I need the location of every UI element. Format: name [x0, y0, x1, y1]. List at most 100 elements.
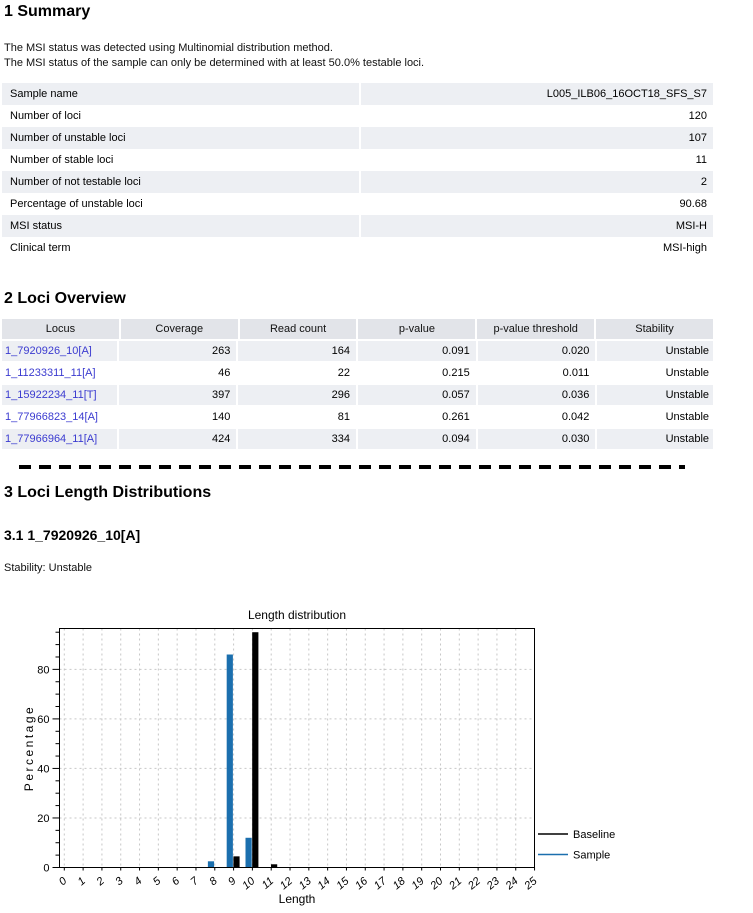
locus-link[interactable]: 1_77966823_14[A] [5, 411, 98, 423]
summary-row: Percentage of unstable loci 90.68 [2, 193, 713, 215]
page-break-separator [19, 465, 685, 469]
table-row: 1_77966964_11[A] 424 334 0.094 0.030 Uns… [2, 429, 714, 451]
table-header-row: Locus Coverage Read count p-value p-valu… [2, 319, 713, 341]
x-tick-label: 9 [226, 875, 238, 888]
x-tick-label: 14 [315, 875, 332, 892]
summary-row-value: 2 [361, 171, 713, 193]
p-value-cell: 0.091 [358, 341, 476, 361]
loci-overview-table: Locus Coverage Read count p-value p-valu… [2, 319, 714, 451]
table-row: 1_15922234_11[T] 397 296 0.057 0.036 Uns… [2, 385, 714, 407]
stability-cell: Unstable [665, 367, 710, 379]
summary-row-value: 11 [695, 154, 707, 166]
stability-text: Stability: Unstable [4, 562, 93, 574]
column-header-p-value: p-value [358, 319, 476, 339]
column-gap [359, 193, 361, 215]
locus-link[interactable]: 1_7920926_10[A] [2, 341, 117, 361]
x-tick-label: 23 [484, 875, 503, 893]
coverage-cell: 46 [218, 367, 231, 379]
summary-row-value: L005_ILB06_16OCT18_SFS_S7 [361, 83, 713, 105]
legend-label-sample: Sample [573, 850, 610, 862]
intro-text: The MSI status was detected using Multin… [4, 41, 424, 71]
intro-line-1: The MSI status was detected using Multin… [4, 42, 333, 54]
summary-row-value: MSI-high [662, 242, 707, 254]
summary-row: Clinical term MSI-high [2, 237, 713, 259]
x-tick-label: 10 [240, 875, 258, 893]
read-count-cell: 164 [238, 341, 357, 361]
summary-row-label: Number of loci [10, 110, 81, 122]
summary-row-value: MSI-H [361, 215, 713, 237]
stability-cell: Unstable [597, 429, 714, 449]
summary-row: Number of not testable loci 2 [2, 171, 713, 193]
x-tick-label: 5 [151, 875, 164, 889]
plot-border [59, 628, 535, 868]
summary-heading: 1 Summary [4, 3, 91, 20]
y-tick-label: 20 [37, 813, 49, 825]
locus-link[interactable]: 1_77966964_11[A] [2, 429, 117, 449]
summary-row-value: 90.68 [679, 198, 707, 210]
sample-bar-9 [226, 654, 233, 868]
column-gap [359, 171, 361, 193]
summary-row: MSI status MSI-H [2, 215, 713, 237]
stability-cell: Unstable [597, 341, 714, 361]
p-value-threshold-cell: 0.020 [477, 341, 596, 361]
summary-row: Number of unstable loci 107 [2, 127, 713, 149]
x-tick-label: 4 [132, 875, 144, 888]
x-tick-label: 6 [170, 875, 183, 889]
p-value-cell: 0.094 [358, 429, 476, 449]
x-tick-label: 19 [410, 875, 427, 892]
baseline-bar-9 [233, 856, 240, 868]
locus-link[interactable]: 1_11233311_11[A] [5, 367, 96, 379]
y-tick-label: 0 [43, 863, 49, 875]
p-value-threshold-cell: 0.036 [477, 385, 596, 405]
table-row: 1_7920926_10[A] 263 164 0.091 0.020 Unst… [2, 341, 714, 363]
loci-overview-heading: 2 Loci Overview [4, 290, 126, 307]
legend-label-baseline: Baseline [573, 829, 615, 841]
y-tick-label: 80 [37, 664, 49, 676]
summary-table: Sample name L005_ILB06_16OCT18_SFS_S7 Nu… [2, 83, 713, 259]
read-count-cell: 22 [337, 367, 351, 379]
p-value-threshold-cell: 0.011 [562, 367, 590, 379]
x-tick-label: 16 [353, 875, 371, 893]
sample-bar-10 [245, 837, 252, 868]
summary-row-label: MSI status [2, 215, 359, 237]
summary-row-label: Number of unstable loci [2, 127, 359, 149]
sample-bar-8 [207, 861, 215, 868]
x-tick-label: 20 [428, 875, 447, 893]
x-tick-label: 21 [446, 875, 464, 893]
column-gap [359, 83, 361, 105]
column-header-coverage: Coverage [120, 319, 238, 339]
x-tick-label: 11 [260, 875, 276, 892]
locus-subheading: 3.1 1_7920926_10[A] [4, 527, 141, 543]
column-gap [359, 215, 361, 237]
x-tick-label: 17 [372, 875, 390, 893]
summary-row-value: 107 [361, 127, 713, 149]
locus-link[interactable]: 1_15922234_11[T] [2, 385, 117, 405]
column-gap [359, 127, 361, 149]
table-row: 1_77966823_14[A] 140 81 0.261 0.042 Unst… [2, 407, 713, 429]
x-tick-label: 3 [113, 875, 126, 889]
p-value-cell: 0.057 [358, 385, 476, 405]
y-tick-label: 40 [37, 763, 49, 775]
chart-title: Length distribution [248, 608, 346, 622]
column-header-p-value-threshold: p-value threshold [477, 319, 595, 339]
summary-row-label: Sample name [2, 83, 359, 105]
distributions-heading: 3 Loci Length Distributions [4, 484, 212, 501]
column-gap [359, 105, 361, 127]
table-row: 1_11233311_11[A] 46 22 0.215 0.011 Unsta… [2, 363, 713, 385]
p-value-cell: 0.261 [442, 411, 470, 423]
summary-row: Number of loci 120 [2, 105, 713, 127]
y-axis-label: Percentage [22, 705, 36, 791]
stability-cell: Unstable [665, 411, 710, 423]
x-tick-label: 24 [503, 875, 521, 893]
summary-row-label: Number of stable loci [10, 154, 114, 166]
p-value-cell: 0.215 [442, 367, 470, 379]
p-value-threshold-cell: 0.042 [561, 411, 590, 423]
p-value-threshold-cell: 0.030 [477, 429, 596, 449]
summary-row-value: 120 [688, 110, 707, 122]
summary-row: Number of stable loci 11 [2, 149, 713, 171]
intro-line-2: The MSI status of the sample can only be… [4, 57, 425, 69]
column-header-stability: Stability [596, 319, 713, 339]
x-tick-label: 2 [94, 875, 107, 889]
x-tick-label: 22 [465, 875, 483, 893]
coverage-cell: 424 [118, 429, 237, 449]
